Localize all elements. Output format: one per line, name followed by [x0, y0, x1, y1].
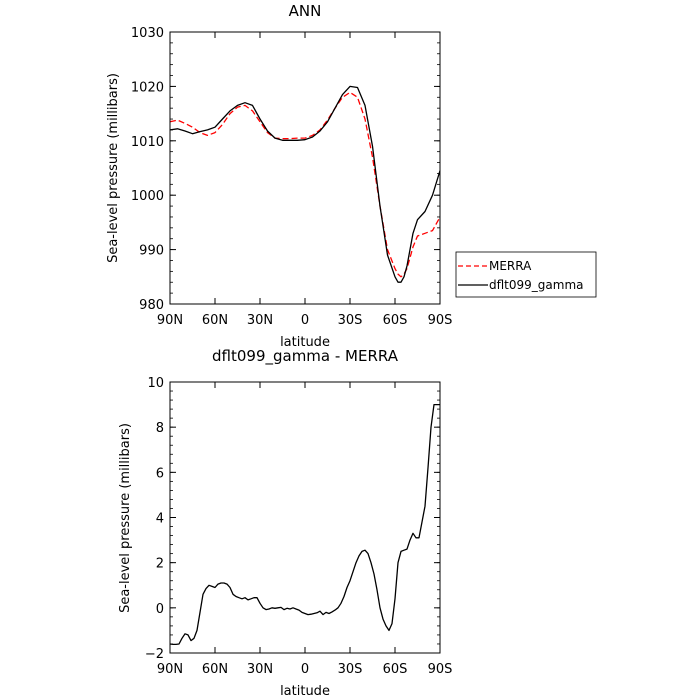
bottom-x-tick-label: 60S	[383, 662, 408, 677]
top-y-tick-label: 1020	[131, 80, 164, 95]
bottom-y-tick-label: 6	[156, 466, 164, 481]
bottom-y-tick-label: 4	[156, 512, 164, 527]
bottom-x-tick-label: 30S	[338, 662, 363, 677]
bottom-title: dflt099_gamma - MERRA	[212, 347, 399, 366]
top-y-tick-label: 980	[139, 298, 164, 313]
legend-model-label: dflt099_gamma	[489, 278, 584, 292]
legend-merra-label: MERRA	[489, 259, 532, 273]
top-series-line-merra	[169, 91, 441, 278]
bottom-x-tick-label: 60N	[202, 662, 228, 677]
bottom-axes-frame	[169, 381, 441, 654]
top-x-axis-label: latitude	[280, 335, 330, 350]
top-panel: ANN 90N 60N 30N 0 30S 60S 90S 980 990 1000 1010 102…	[106, 2, 452, 350]
bottom-y-tick-label: 2	[156, 557, 164, 572]
bottom-panel: dflt099_gamma - MERRA 90N 60N 30N 0 30S 60S 90…	[118, 347, 452, 699]
bottom-series-line-difference	[169, 403, 440, 646]
top-series-line-dflt099_gamma	[169, 85, 441, 283]
top-x-tick-label: 30S	[338, 313, 363, 328]
legend-box	[455, 251, 597, 298]
bottom-x-tick-label: 0	[301, 662, 309, 677]
bottom-x-tick-label: 90N	[157, 662, 183, 677]
top-plot-area: 90N 60N 30N 0 30S 60S 90S 980 990 1000 1010 1020 103…	[131, 26, 452, 328]
bottom-y-tick-label: −2	[145, 647, 164, 662]
top-x-tick-label: 60S	[383, 313, 408, 328]
bottom-plot-area: 90N 60N 30N 0 30S 60S 90S −2 0 2 4 6 8 10	[145, 376, 453, 677]
top-y-tick-label: 1010	[131, 135, 164, 150]
top-title: ANN	[289, 2, 322, 20]
bottom-x-tick-label: 30N	[247, 662, 273, 677]
top-x-tick-label: 0	[301, 313, 309, 328]
top-y-tick-label: 1000	[131, 189, 164, 204]
top-x-tick-label: 90N	[157, 313, 183, 328]
top-x-tick-label: 60N	[202, 313, 228, 328]
top-y-tick-label: 1030	[131, 26, 164, 41]
top-axes-frame	[169, 31, 441, 305]
bottom-y-tick-label: 0	[156, 602, 164, 617]
top-x-tick-label: 30N	[247, 313, 273, 328]
top-y-tick-label: 990	[139, 244, 164, 259]
top-x-tick-label: 90S	[428, 313, 453, 328]
bottom-y-tick-label: 8	[156, 421, 164, 436]
bottom-x-tick-label: 90S	[428, 662, 453, 677]
legend: MERRA dflt099_gamma	[455, 251, 597, 298]
bottom-y-axis-label: Sea-level pressure (millibars)	[118, 423, 133, 613]
bottom-x-axis-label: latitude	[280, 684, 330, 699]
top-y-axis-label: Sea-level pressure (millibars)	[106, 73, 121, 263]
bottom-y-tick-label: 10	[147, 376, 164, 391]
